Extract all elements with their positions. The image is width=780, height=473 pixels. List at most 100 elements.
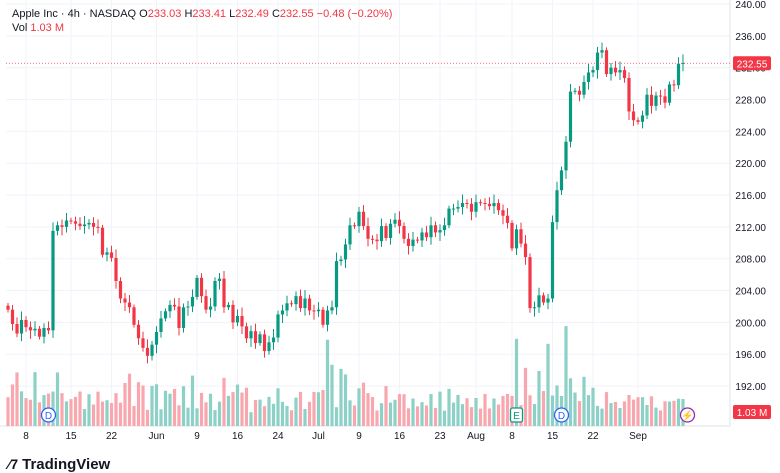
dividend-marker[interactable]: D	[40, 407, 57, 423]
candle-body	[537, 295, 541, 308]
candle	[528, 253, 532, 313]
candle	[321, 306, 325, 328]
time-tick-label: 8	[23, 431, 29, 442]
volume-bar	[618, 408, 622, 426]
candle-body	[550, 222, 555, 299]
candle	[73, 216, 78, 231]
volume-bar	[168, 393, 172, 426]
volume-bar	[429, 394, 433, 426]
volume-bar	[96, 391, 100, 426]
volume-bar	[645, 405, 649, 426]
time-tick-label: Jul	[312, 431, 325, 442]
candle	[496, 199, 501, 215]
candle-body	[339, 259, 343, 262]
volume-bar	[163, 390, 168, 426]
volume-bar	[622, 401, 627, 426]
price-tick-label: 240.00	[735, 0, 766, 11]
candle	[132, 304, 136, 328]
volume-bar	[582, 376, 586, 426]
candle	[550, 215, 555, 303]
marker-label: D	[45, 411, 52, 422]
earnings-marker[interactable]: E	[509, 407, 524, 423]
candle-body	[123, 298, 127, 303]
tradingview-logo[interactable]: ⁄7 TradingView	[8, 456, 110, 473]
candle	[181, 303, 186, 333]
volume-bar	[316, 392, 321, 426]
volume-bar	[141, 385, 145, 426]
candle	[379, 218, 384, 247]
candle	[681, 54, 685, 72]
candle-body	[24, 320, 28, 328]
volume-bar	[262, 406, 267, 426]
volume-bar	[294, 397, 298, 426]
candle-body	[253, 331, 258, 344]
candle	[87, 219, 91, 230]
last-price-tag-text: 232.55	[737, 59, 768, 70]
candle	[627, 72, 631, 120]
candle-body	[361, 211, 366, 227]
candle-body	[384, 226, 388, 239]
candle	[478, 199, 483, 206]
candle	[244, 322, 249, 344]
candle-body	[150, 344, 154, 356]
volume-bar	[37, 402, 42, 426]
candle-body	[325, 310, 330, 325]
candle	[577, 86, 582, 102]
volume-bar	[51, 391, 55, 426]
candle	[402, 222, 406, 244]
candle-body	[240, 316, 244, 327]
candle-body	[235, 316, 240, 323]
volume-bar	[555, 385, 559, 426]
price-tick-label: 196.00	[735, 350, 766, 361]
volume-bar	[501, 396, 505, 426]
volume-bar	[397, 394, 402, 426]
candle	[415, 236, 420, 244]
symbol-title[interactable]: Apple Inc · 4h · NASDAQ	[12, 8, 137, 20]
dividend-icon	[553, 407, 570, 423]
candle-body	[577, 90, 582, 95]
candle-body	[424, 232, 429, 238]
volume-bar	[240, 392, 244, 426]
candle	[568, 83, 573, 148]
candle	[15, 317, 19, 338]
volume-bar	[312, 391, 316, 426]
candle-body	[307, 298, 312, 311]
candle-body	[334, 261, 339, 308]
candle	[654, 91, 658, 111]
volume-bar	[105, 400, 109, 426]
candle-body	[217, 278, 222, 282]
volume-bar	[636, 397, 640, 426]
candle-body	[316, 309, 321, 312]
candle	[226, 302, 231, 311]
candle-body	[118, 281, 123, 299]
volume-bar	[78, 391, 82, 426]
volume-bar	[258, 399, 262, 426]
price-tick-label: 208.00	[735, 255, 766, 266]
volume-bar	[244, 387, 249, 426]
candle	[78, 217, 82, 230]
volume-bar	[424, 405, 429, 426]
volume-bar	[654, 407, 658, 426]
candle	[28, 321, 33, 339]
candle	[294, 291, 298, 311]
candle	[145, 339, 150, 364]
price-tick-label: 224.00	[735, 127, 766, 138]
dividend-marker[interactable]: D	[553, 407, 570, 423]
candle	[483, 198, 487, 211]
volume-bar	[352, 405, 357, 426]
candle	[366, 217, 370, 247]
candle	[289, 300, 294, 307]
candle	[406, 233, 411, 255]
volume-bar	[204, 402, 208, 426]
volume-bar	[442, 410, 447, 426]
volume-bar	[55, 372, 60, 426]
candle-body	[280, 310, 285, 315]
volume-bars	[6, 326, 685, 426]
event-marker[interactable]: ⚡	[679, 407, 696, 423]
volume-bar	[127, 373, 132, 426]
candle	[523, 235, 528, 265]
candle-body	[451, 208, 456, 210]
time-tick-label: 22	[106, 431, 118, 442]
volume-bar	[231, 392, 235, 426]
